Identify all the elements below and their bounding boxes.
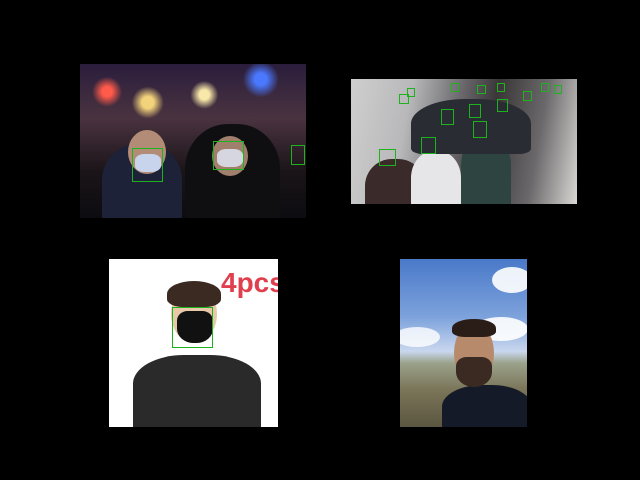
- face-detection-box: [451, 83, 459, 92]
- image-panel-crowd-escalator: [351, 79, 577, 204]
- face-mask: [177, 311, 213, 343]
- face-detection-box: [523, 91, 532, 101]
- face-detection-box: [554, 85, 562, 94]
- face-detection-box: [379, 149, 396, 166]
- face-detection-box: [399, 94, 409, 104]
- hair: [167, 281, 221, 307]
- person-silhouette: [411, 99, 531, 154]
- overlay-text: 4pcs: [221, 267, 278, 298]
- beard: [456, 357, 492, 387]
- face-detection-box: [469, 104, 481, 118]
- image-panel-selfie: [400, 259, 527, 427]
- face-detection-box: [291, 145, 305, 165]
- cloud: [400, 327, 440, 347]
- face-detection-box: [497, 83, 505, 92]
- face-detection-box: [477, 85, 486, 94]
- face-detection-box: [541, 83, 549, 92]
- image-panel-product: 4pcs: [109, 259, 278, 427]
- face-detection-box: [213, 141, 244, 170]
- face-detection-box: [132, 148, 163, 182]
- shirt: [133, 355, 261, 427]
- face-mask: [217, 149, 243, 167]
- shirt: [442, 385, 527, 427]
- face-detection-box: [407, 88, 415, 97]
- face-detection-box: [473, 121, 487, 138]
- face-mask: [135, 154, 161, 172]
- face-detection-box: [421, 137, 436, 154]
- face-detection-box: [497, 99, 508, 112]
- image-panel-crowd-night: [80, 64, 306, 218]
- cloud: [492, 267, 527, 293]
- person-silhouette: [411, 151, 461, 204]
- face-detection-box: [172, 307, 213, 348]
- face-detection-box: [441, 109, 454, 125]
- hair: [452, 319, 496, 337]
